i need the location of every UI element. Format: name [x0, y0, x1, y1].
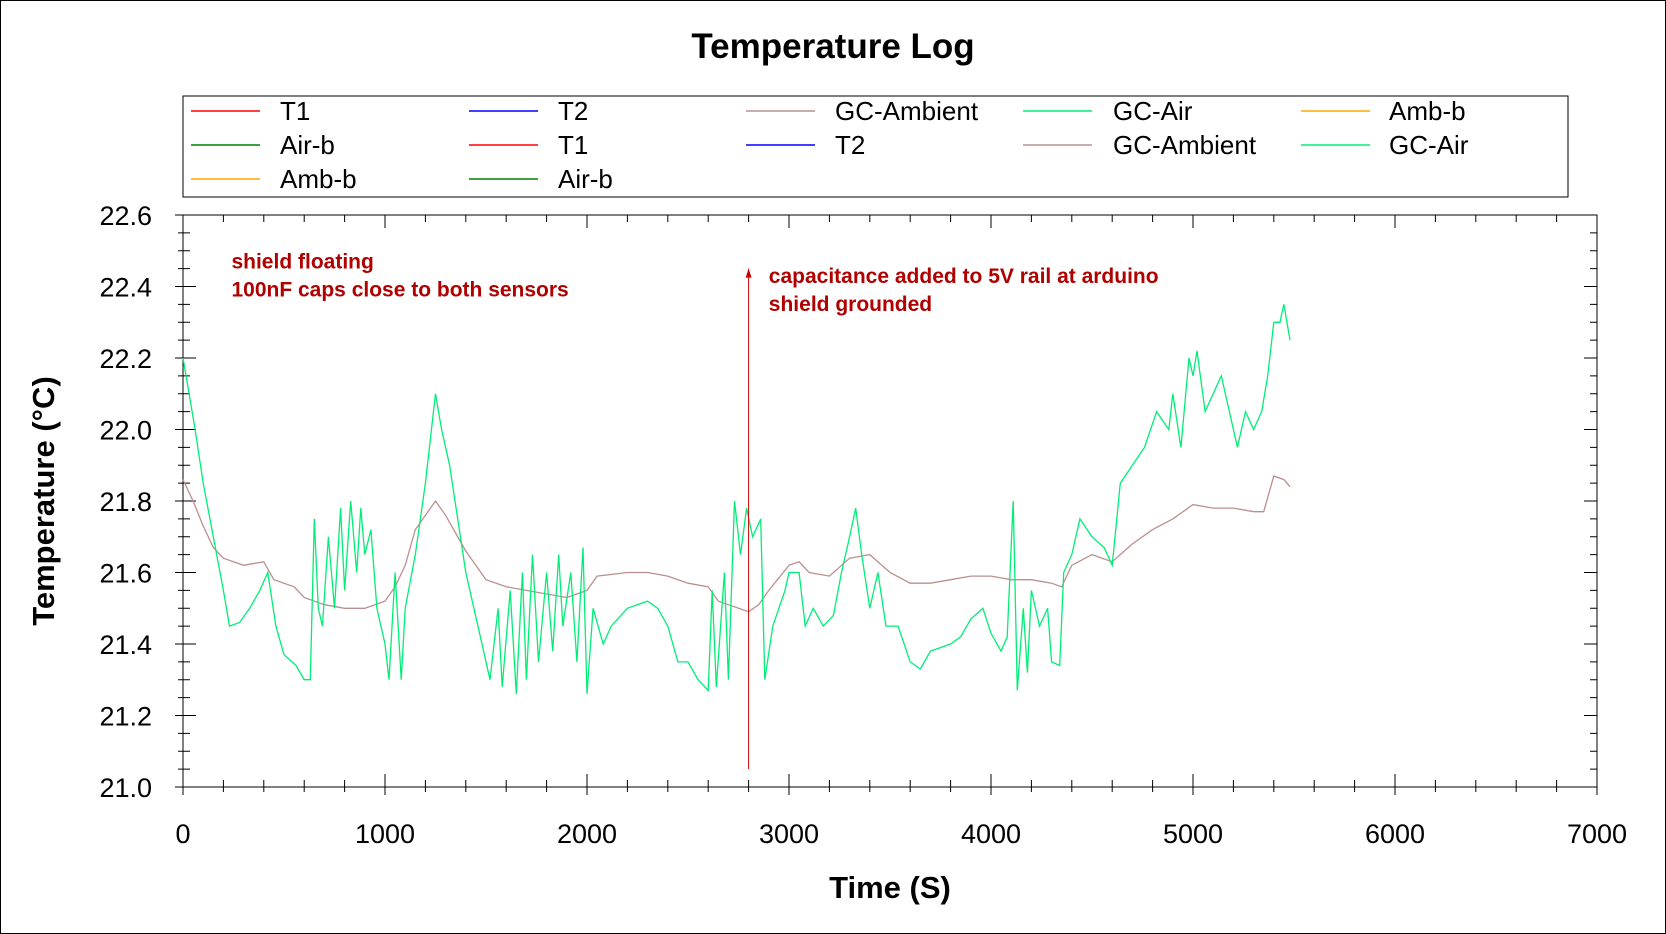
x-tick-label: 2000 — [557, 819, 617, 849]
legend-label: GC-Ambient — [835, 96, 979, 126]
y-tick-label: 22.2 — [99, 344, 152, 374]
series-group — [182, 304, 1291, 695]
y-tick-label: 21.2 — [99, 702, 152, 732]
legend-label: T1 — [280, 96, 310, 126]
x-axis-label: Time (S) — [829, 870, 951, 905]
x-tick-label: 3000 — [759, 819, 819, 849]
annotations: shield floating 100nF caps close to both … — [231, 250, 1159, 770]
chart-title: Temperature Log — [691, 27, 974, 66]
y-tick-label: 22.0 — [99, 416, 152, 446]
y-tick-label: 21.6 — [99, 559, 152, 589]
x-tick-label: 5000 — [1163, 819, 1223, 849]
x-tick-label: 6000 — [1365, 819, 1425, 849]
y-tick-label: 21.0 — [99, 773, 152, 803]
legend-label: Air-b — [280, 130, 335, 160]
legend-label: GC-Air — [1389, 130, 1469, 160]
legend-label: GC-Air — [1113, 96, 1193, 126]
axis-ticks: 0 1000 2000 3000 4000 5000 6000 7000 21.0 21.2 21.… — [99, 201, 1627, 849]
annotation-text: shield floating — [231, 250, 373, 273]
legend-box — [182, 95, 1569, 198]
annotation-text: shield grounded — [769, 293, 932, 316]
legend-label: Amb-b — [1389, 96, 1466, 126]
y-tick-label: 22.4 — [99, 273, 152, 303]
legend-label: GC-Ambient — [1113, 130, 1257, 160]
annotation-text: capacitance added to 5V rail at arduino — [769, 265, 1159, 288]
legend-label: T1 — [558, 130, 588, 160]
x-tick-label: 0 — [175, 819, 190, 849]
y-tick-label: 21.4 — [99, 630, 152, 660]
series-line-gc-air — [182, 304, 1291, 695]
arrow-head-icon — [745, 268, 752, 278]
y-tick-label: 22.6 — [99, 201, 152, 231]
legend-label: Amb-b — [280, 164, 357, 194]
plot-area — [182, 214, 1598, 788]
legend-label: T2 — [558, 96, 588, 126]
x-tick-label: 7000 — [1567, 819, 1627, 849]
legend-label: Air-b — [558, 164, 613, 194]
legend: T1 T2 GC-Ambient GC-Air Amb-b Air-b T1 T2 GC-Amb… — [191, 96, 1469, 194]
y-tick-label: 21.8 — [99, 487, 152, 517]
annotation-text: 100nF caps close to both sensors — [231, 278, 568, 301]
x-tick-label: 1000 — [355, 819, 415, 849]
y-axis-label: Temperature (°C) — [26, 376, 61, 626]
legend-label: T2 — [835, 130, 865, 160]
x-tick-label: 4000 — [961, 819, 1021, 849]
